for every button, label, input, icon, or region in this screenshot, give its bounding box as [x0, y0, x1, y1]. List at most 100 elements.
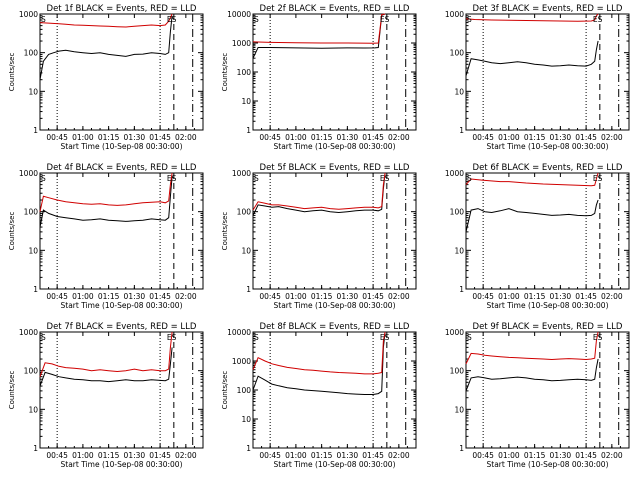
x-tick-label: 00:45	[46, 451, 68, 460]
x-tick-label: 01:30	[550, 451, 572, 460]
series-line-events	[252, 172, 386, 216]
end-annotation: ES	[167, 15, 177, 24]
x-tick-label: 01:15	[311, 133, 333, 142]
chart-panel-2: Det 2f BLACK = Events, RED = LLD 1 10 100 10…	[221, 4, 417, 151]
x-tick-label: 01:00	[285, 451, 307, 460]
x-tick-label: 02:00	[601, 133, 623, 142]
y-tick-label: 10000	[227, 10, 251, 19]
series-line-lld	[465, 13, 599, 22]
series-line-lld	[465, 172, 599, 187]
chart-title: Det 8f BLACK = Events, RED = LLD	[260, 322, 410, 332]
x-tick-label: 01:00	[498, 292, 520, 301]
y-tick-label: 1000	[232, 357, 251, 366]
y-tick-label: 1	[33, 444, 38, 453]
x-tick-label: 01:00	[285, 292, 307, 301]
x-tick-label: 02:00	[601, 292, 623, 301]
y-tick-label: 1	[459, 126, 464, 135]
y-tick-label: 100	[24, 49, 39, 58]
x-axis-label: Start Time (10-Sep-08 00:30:00)	[61, 460, 183, 469]
y-axis-label: Counts/sec	[221, 53, 229, 92]
y-tick-label: 1000	[445, 328, 464, 337]
series-line-lld	[252, 172, 386, 211]
y-tick-label: 1	[246, 444, 251, 453]
x-tick-label: 01:30	[337, 292, 359, 301]
plot-frame	[465, 13, 630, 131]
x-tick-label: 01:30	[550, 292, 572, 301]
x-tick-label: 01:45	[149, 451, 171, 460]
x-tick-label: 01:15	[524, 133, 546, 142]
y-tick-label: 100	[450, 367, 465, 376]
x-tick-label: 01:15	[98, 133, 120, 142]
series-line-lld	[39, 172, 173, 212]
y-tick-label: 1	[33, 285, 38, 294]
x-tick-label: 01:00	[72, 292, 94, 301]
plot-frame	[465, 172, 630, 290]
y-tick-label: 100	[450, 208, 465, 217]
y-axis-label: Counts/sec	[8, 371, 16, 410]
series-line-events	[465, 199, 599, 233]
x-tick-label: 00:45	[259, 133, 281, 142]
chart-panel-8: Det 8f BLACK = Events, RED = LLD 1 10 100 10…	[221, 322, 417, 469]
x-axis-label: Start Time (10-Sep-08 00:30:00)	[487, 142, 609, 151]
chart-title: Det 4f BLACK = Events, RED = LLD	[47, 163, 197, 173]
y-tick-label: 100	[24, 367, 39, 376]
y-axis-label: Counts/sec	[8, 53, 16, 92]
y-tick-label: 10	[28, 405, 38, 414]
y-tick-label: 100	[24, 208, 39, 217]
y-tick-label: 1000	[445, 169, 464, 178]
plot-frame	[39, 172, 204, 290]
end-annotation: ES	[167, 333, 177, 342]
y-tick-label: 1000	[232, 39, 251, 48]
end-annotation: ES	[380, 15, 390, 24]
chart-title: Det 3f BLACK = Events, RED = LLD	[473, 4, 623, 14]
end-annotation: ES	[380, 333, 390, 342]
chart-title: Det 5f BLACK = Events, RED = LLD	[260, 163, 410, 173]
x-axis-label: Start Time (10-Sep-08 00:30:00)	[274, 460, 396, 469]
end-annotation: ES	[593, 333, 603, 342]
x-tick-label: 01:30	[124, 292, 146, 301]
x-tick-label: 00:45	[46, 133, 68, 142]
x-tick-label: 01:45	[575, 133, 597, 142]
plot-frame	[252, 13, 417, 131]
series-line-lld	[465, 331, 599, 365]
series-line-events	[465, 40, 599, 77]
x-axis-label: Start Time (10-Sep-08 00:30:00)	[61, 142, 183, 151]
chart-panel-4: Det 4f BLACK = Events, RED = LLD 1 10 100 10…	[8, 163, 204, 310]
plot-frame	[39, 331, 204, 449]
series-line-events	[252, 331, 386, 395]
y-tick-label: 10	[454, 246, 464, 255]
y-tick-label: 1	[33, 126, 38, 135]
x-tick-label: 01:00	[72, 451, 94, 460]
x-tick-label: 02:00	[601, 451, 623, 460]
y-tick-label: 10	[241, 246, 251, 255]
series-line-lld	[252, 331, 386, 375]
start-annotation: S	[254, 333, 259, 342]
y-tick-label: 10000	[227, 328, 251, 337]
x-tick-label: 01:15	[524, 451, 546, 460]
x-tick-label: 01:30	[337, 451, 359, 460]
y-tick-label: 100	[237, 386, 252, 395]
plot-frame	[465, 331, 630, 449]
end-annotation: ES	[593, 15, 603, 24]
start-annotation: S	[41, 15, 46, 24]
y-tick-label: 10	[454, 405, 464, 414]
x-axis-label: Start Time (10-Sep-08 00:30:00)	[487, 301, 609, 310]
chart-title: Det 7f BLACK = Events, RED = LLD	[47, 322, 197, 332]
x-axis-label: Start Time (10-Sep-08 00:30:00)	[61, 301, 183, 310]
y-tick-label: 1	[246, 285, 251, 294]
y-tick-label: 1000	[19, 169, 38, 178]
start-annotation: S	[254, 15, 259, 24]
x-axis-label: Start Time (10-Sep-08 00:30:00)	[274, 301, 396, 310]
y-tick-label: 1000	[19, 10, 38, 19]
chart-title: Det 6f BLACK = Events, RED = LLD	[473, 163, 623, 173]
chart-title: Det 9f BLACK = Events, RED = LLD	[473, 322, 623, 332]
x-tick-label: 01:15	[98, 292, 120, 301]
x-tick-label: 01:45	[575, 451, 597, 460]
x-tick-label: 02:00	[388, 133, 410, 142]
start-annotation: S	[41, 333, 46, 342]
start-annotation: S	[41, 174, 46, 183]
y-tick-label: 100	[237, 68, 252, 77]
x-tick-label: 01:45	[362, 292, 384, 301]
x-tick-label: 02:00	[175, 292, 197, 301]
